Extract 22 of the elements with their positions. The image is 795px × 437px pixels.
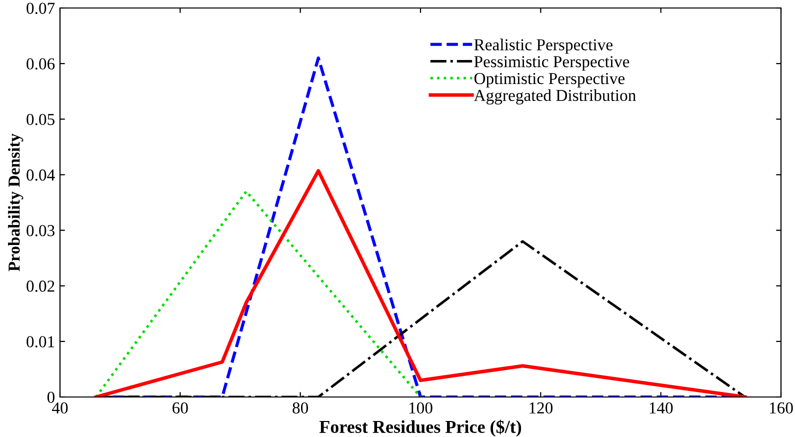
y-tick-label: 0.07 (26, 2, 55, 14)
x-axis-title: Forest Residues Price ($/t) (319, 420, 522, 437)
x-tick-label: 100 (409, 402, 432, 414)
y-tick-label: 0.04 (26, 169, 55, 181)
x-tick-label: 140 (650, 402, 673, 414)
x-tick-label: 80 (292, 402, 308, 414)
y-tick-label: 0.06 (26, 58, 55, 70)
x-tick-label: 60 (172, 402, 188, 414)
y-axis-title: Probability Density (8, 134, 24, 272)
x-tick-label: 40 (52, 402, 68, 414)
legend-label: Aggregated Distribution (474, 89, 636, 104)
legend-label: Pessimistic Perspective (474, 56, 630, 71)
y-tick-label: 0.02 (26, 280, 54, 292)
x-tick-label: 120 (530, 402, 553, 414)
y-tick-label: 0.05 (26, 114, 54, 126)
legend-label: Optimistic Perspective (474, 72, 625, 88)
y-tick-label: 0 (47, 392, 55, 403)
y-tick-label: 0.01 (26, 336, 54, 348)
x-tick-label: 160 (770, 402, 793, 414)
line-series (94, 169, 747, 397)
y-tick-label: 0.03 (26, 224, 54, 236)
legend-label: Realistic Perspective (474, 38, 612, 54)
